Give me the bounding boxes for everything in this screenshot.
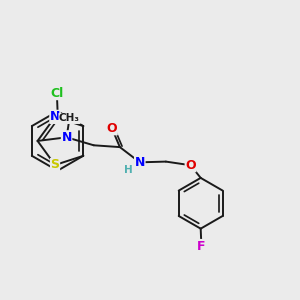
Text: S: S [50,158,59,172]
Text: CH₃: CH₃ [59,113,80,124]
Text: O: O [106,122,117,135]
Text: F: F [197,240,206,253]
Text: N: N [61,131,72,144]
Text: H: H [124,165,133,175]
Text: N: N [50,110,60,123]
Text: O: O [185,159,196,172]
Text: N: N [135,156,145,169]
Text: Cl: Cl [50,87,64,100]
